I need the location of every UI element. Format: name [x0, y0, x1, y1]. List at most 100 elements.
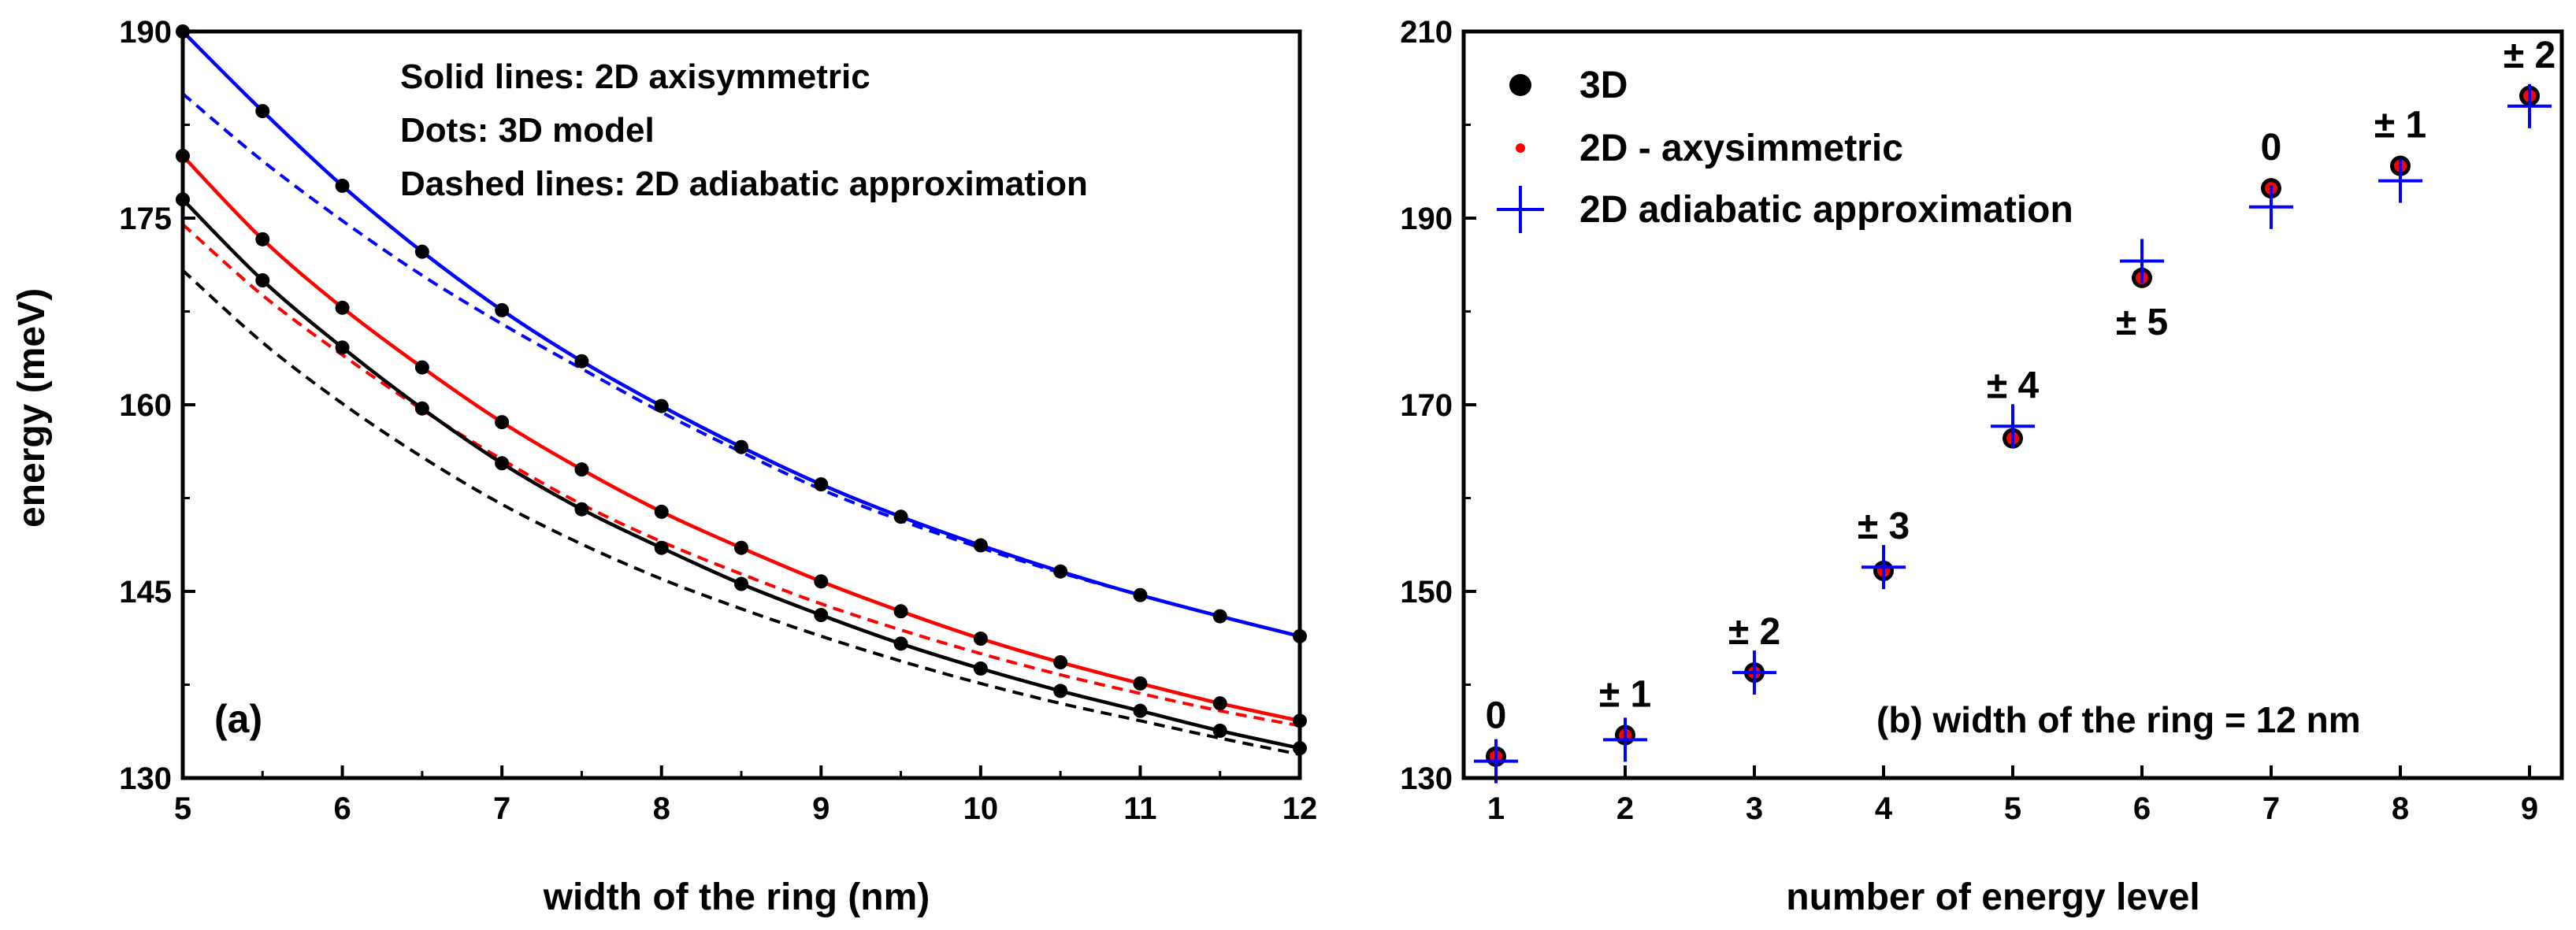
panel-a-ytick-label: 175	[119, 202, 172, 236]
panel-a-xtick-label: 10	[963, 791, 999, 826]
series-blue-dot	[495, 302, 510, 317]
panel-b-ytick-label: 170	[1400, 388, 1453, 423]
series-black-dot	[574, 502, 589, 517]
series-black-dot	[414, 401, 429, 416]
series-red-dot	[1212, 696, 1227, 711]
panel-b-xtick-label: 3	[1746, 791, 1763, 826]
series-black-dot	[335, 340, 350, 355]
legend-label-2d-axisymmetric: 2D - axysimmetric	[1579, 128, 1903, 169]
panel-a-annotation-3: Dashed lines: 2D adiabatic approximation	[400, 165, 1088, 203]
panel-a-frame	[180, 29, 1302, 780]
panel-b-xlabel: number of energy level	[1786, 876, 2200, 918]
panel-a-xtick-label: 9	[812, 791, 830, 826]
panel-b: 1 2 3 4 5 6 7 8 9 130 150 170 190 210 0 ± 1 ± 2 ± 3 ± 4 ± …	[1400, 15, 2564, 918]
panel-a-ytick-label: 145	[119, 575, 172, 610]
panel-a-label: (a)	[214, 697, 262, 741]
panel-a-xlabel: width of the ring (nm)	[543, 876, 930, 918]
series-red-dot	[414, 360, 429, 375]
series-black-dot	[1053, 684, 1068, 698]
panel-a-xtick-label: 11	[1123, 791, 1156, 826]
panel-b-xtick-label: 1	[1487, 791, 1505, 826]
legend-label-3d: 3D	[1579, 65, 1628, 106]
panel-a-xtick-label: 7	[493, 791, 510, 826]
series-black-dot	[495, 456, 510, 471]
panel-a-ticks: 5 6 7 8 9 10 11 12 130 145 160 175 190	[119, 15, 1317, 826]
series-red-dot	[973, 632, 988, 647]
series-red-dot	[574, 462, 589, 477]
panel-b-xtick-label: 6	[2133, 791, 2151, 826]
series-red-dashed-line	[181, 223, 1301, 728]
point-label: ± 5	[2116, 302, 2168, 343]
point-label: ± 1	[1599, 673, 1651, 715]
point-label: ± 3	[1858, 506, 1910, 547]
series-black-dot	[893, 636, 908, 651]
series-blue-solid-line	[181, 30, 1301, 639]
legend-marker-2d-adiabatic	[1497, 186, 1544, 233]
series-red-dot	[814, 574, 829, 589]
series-blue-dot	[1053, 564, 1068, 579]
panel-b-xtick-label: 2	[1616, 791, 1634, 826]
panel-a-xtick-label: 6	[333, 791, 351, 826]
panel-a: 5 6 7 8 9 10 11 12 130 145 160 175 190 Solid lines: …	[11, 15, 1317, 918]
panel-b-ticks: 1 2 3 4 5 6 7 8 9 130 150 170 190 210	[1400, 15, 2538, 826]
panel-b-xtick-label: 5	[2004, 791, 2021, 826]
series-black-dashed-line	[181, 269, 1301, 756]
panel-a-xtick-label: 12	[1282, 791, 1318, 826]
point-label: ± 2	[1728, 611, 1780, 653]
series-red-dot	[1133, 676, 1148, 691]
panel-a-dots	[176, 24, 1307, 756]
series-black-dot	[255, 273, 270, 287]
panel-b-points	[1474, 83, 2552, 784]
panel-b-frame	[1461, 29, 2564, 780]
legend: 3D 2D - axysimmetric 2D adiabatic approx…	[1497, 65, 2073, 233]
panel-a-ylabel: energy (meV)	[11, 288, 53, 528]
series-black-dot	[654, 540, 669, 555]
panel-b-ytick-label: 190	[1400, 202, 1453, 236]
series-blue-dot	[734, 439, 748, 454]
panel-b-xtick-label: 9	[2521, 791, 2538, 826]
series-black-solid-line	[181, 198, 1301, 750]
series-red-dot	[1053, 655, 1068, 670]
series-blue-dot	[893, 509, 908, 524]
panel-a-annotation-1: Solid lines: 2D axisymmetric	[400, 57, 870, 96]
panel-b-xtick-label: 8	[2392, 791, 2409, 826]
series-blue-dot	[574, 354, 589, 369]
series-blue-dot	[1133, 587, 1148, 602]
series-blue-dot	[814, 477, 829, 492]
panel-b-ytick-label: 130	[1400, 761, 1453, 796]
series-blue-dot	[654, 398, 669, 413]
panel-b-ytick-label: 210	[1400, 15, 1453, 50]
series-red-dot	[335, 300, 350, 315]
series-blue-dot	[1212, 609, 1227, 624]
series-black-dot	[973, 661, 988, 676]
panel-b-xtick-label: 7	[2262, 791, 2280, 826]
panel-b-xtick-label: 4	[1875, 791, 1893, 826]
legend-label-2d-adiabatic: 2D adiabatic approximation	[1579, 189, 2073, 231]
panel-a-ytick-label: 130	[119, 761, 172, 796]
series-blue-dot	[414, 244, 429, 259]
series-red-dot	[654, 504, 669, 519]
panel-b-label: (b) width of the ring = 12 nm	[1876, 699, 2361, 740]
series-black-dot	[1212, 723, 1227, 738]
point-label: ± 4	[1987, 365, 2040, 406]
series-blue-dot	[973, 538, 988, 553]
point-label: ± 1	[2374, 105, 2426, 146]
legend-marker-2d-axisymmetric	[1516, 143, 1525, 153]
panel-a-xtick-label: 5	[174, 791, 191, 826]
series-black-dot	[734, 576, 748, 591]
series-black-dot	[1133, 703, 1148, 718]
series-black-dot	[814, 608, 829, 623]
point-label: 0	[1486, 695, 1507, 737]
panel-a-ytick-label: 160	[119, 388, 172, 423]
point-label: 0	[2261, 127, 2282, 169]
series-red-dot	[255, 232, 270, 246]
series-red-solid-line	[181, 154, 1301, 723]
panel-a-ytick-label: 190	[119, 15, 172, 50]
series-blue-dot	[335, 178, 350, 193]
legend-marker-3d	[1509, 74, 1531, 96]
panel-a-annotation-2: Dots: 3D model	[400, 111, 655, 150]
panel-a-curves	[181, 30, 1301, 756]
point-label: ± 2	[2504, 35, 2556, 76]
panel-a-xtick-label: 8	[653, 791, 670, 826]
